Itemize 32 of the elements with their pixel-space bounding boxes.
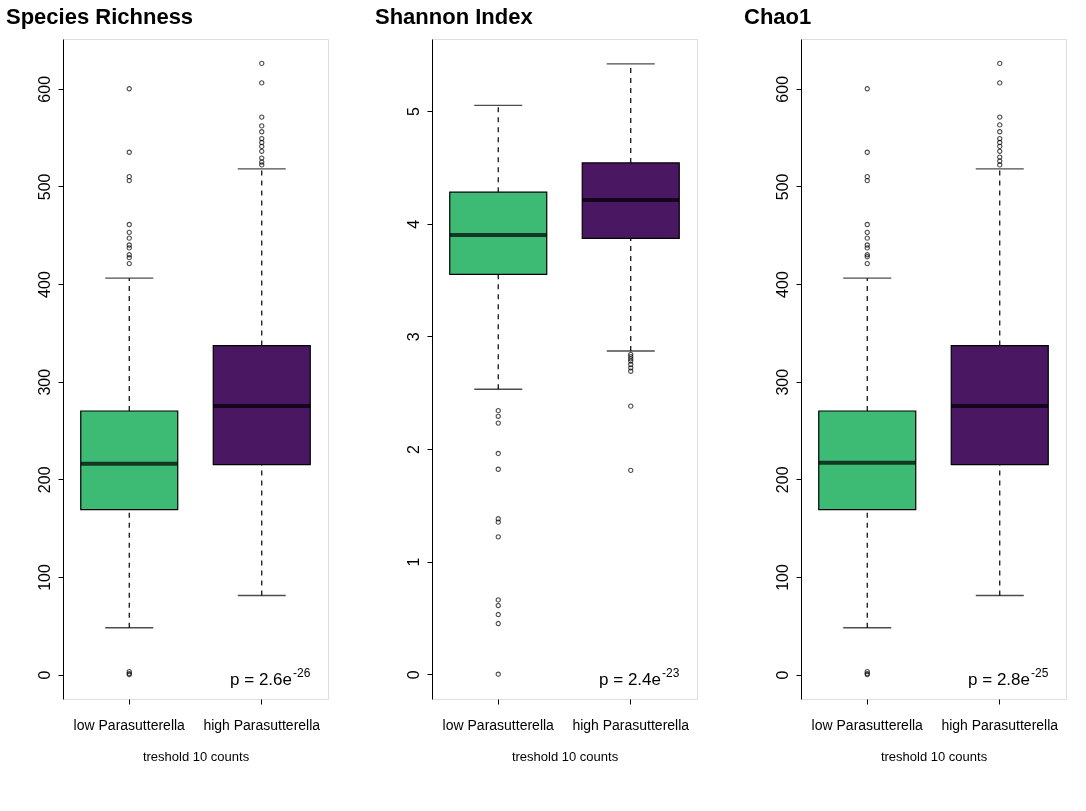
- y-tick-label: 1: [404, 557, 422, 567]
- chart-title: Species Richness: [6, 4, 194, 29]
- y-tick-label: 5: [404, 107, 422, 117]
- y-tick-label: 300: [773, 368, 791, 396]
- y-tick-label: 3: [404, 332, 422, 342]
- x-tick-label: low Parasutterella: [73, 716, 186, 733]
- x-axis-title: treshold 10 counts: [142, 748, 250, 764]
- y-tick-label: 100: [773, 564, 791, 591]
- y-tick-label: 0: [773, 670, 791, 680]
- y-tick-label: 300: [35, 368, 53, 396]
- x-axis-title: treshold 10 counts: [511, 748, 619, 764]
- x-tick-label: low Parasutterella: [811, 716, 924, 733]
- y-tick-label: 0: [404, 670, 422, 680]
- x-tick-label: low Parasutterella: [442, 716, 555, 733]
- chart-title: Shannon Index: [375, 4, 534, 29]
- y-tick-label: 600: [773, 75, 791, 103]
- y-tick-label: 400: [35, 271, 53, 298]
- y-tick-label: 400: [773, 271, 791, 298]
- y-tick-label: 2: [404, 444, 422, 454]
- y-tick-label: 200: [773, 466, 791, 494]
- x-tick-label: high Parasutterella: [203, 716, 321, 733]
- x-tick-label: high Parasutterella: [941, 716, 1059, 733]
- y-tick-label: 200: [35, 466, 53, 494]
- y-tick-label: 500: [35, 173, 53, 201]
- x-axis-title: treshold 10 counts: [880, 748, 988, 764]
- y-tick-label: 600: [35, 75, 53, 103]
- y-tick-label: 0: [35, 670, 53, 680]
- x-tick-label: high Parasutterella: [572, 716, 690, 733]
- y-tick-label: 500: [773, 173, 791, 201]
- y-tick-label: 100: [35, 564, 53, 591]
- chart-title: Chao1: [744, 4, 812, 29]
- y-tick-label: 4: [404, 219, 422, 229]
